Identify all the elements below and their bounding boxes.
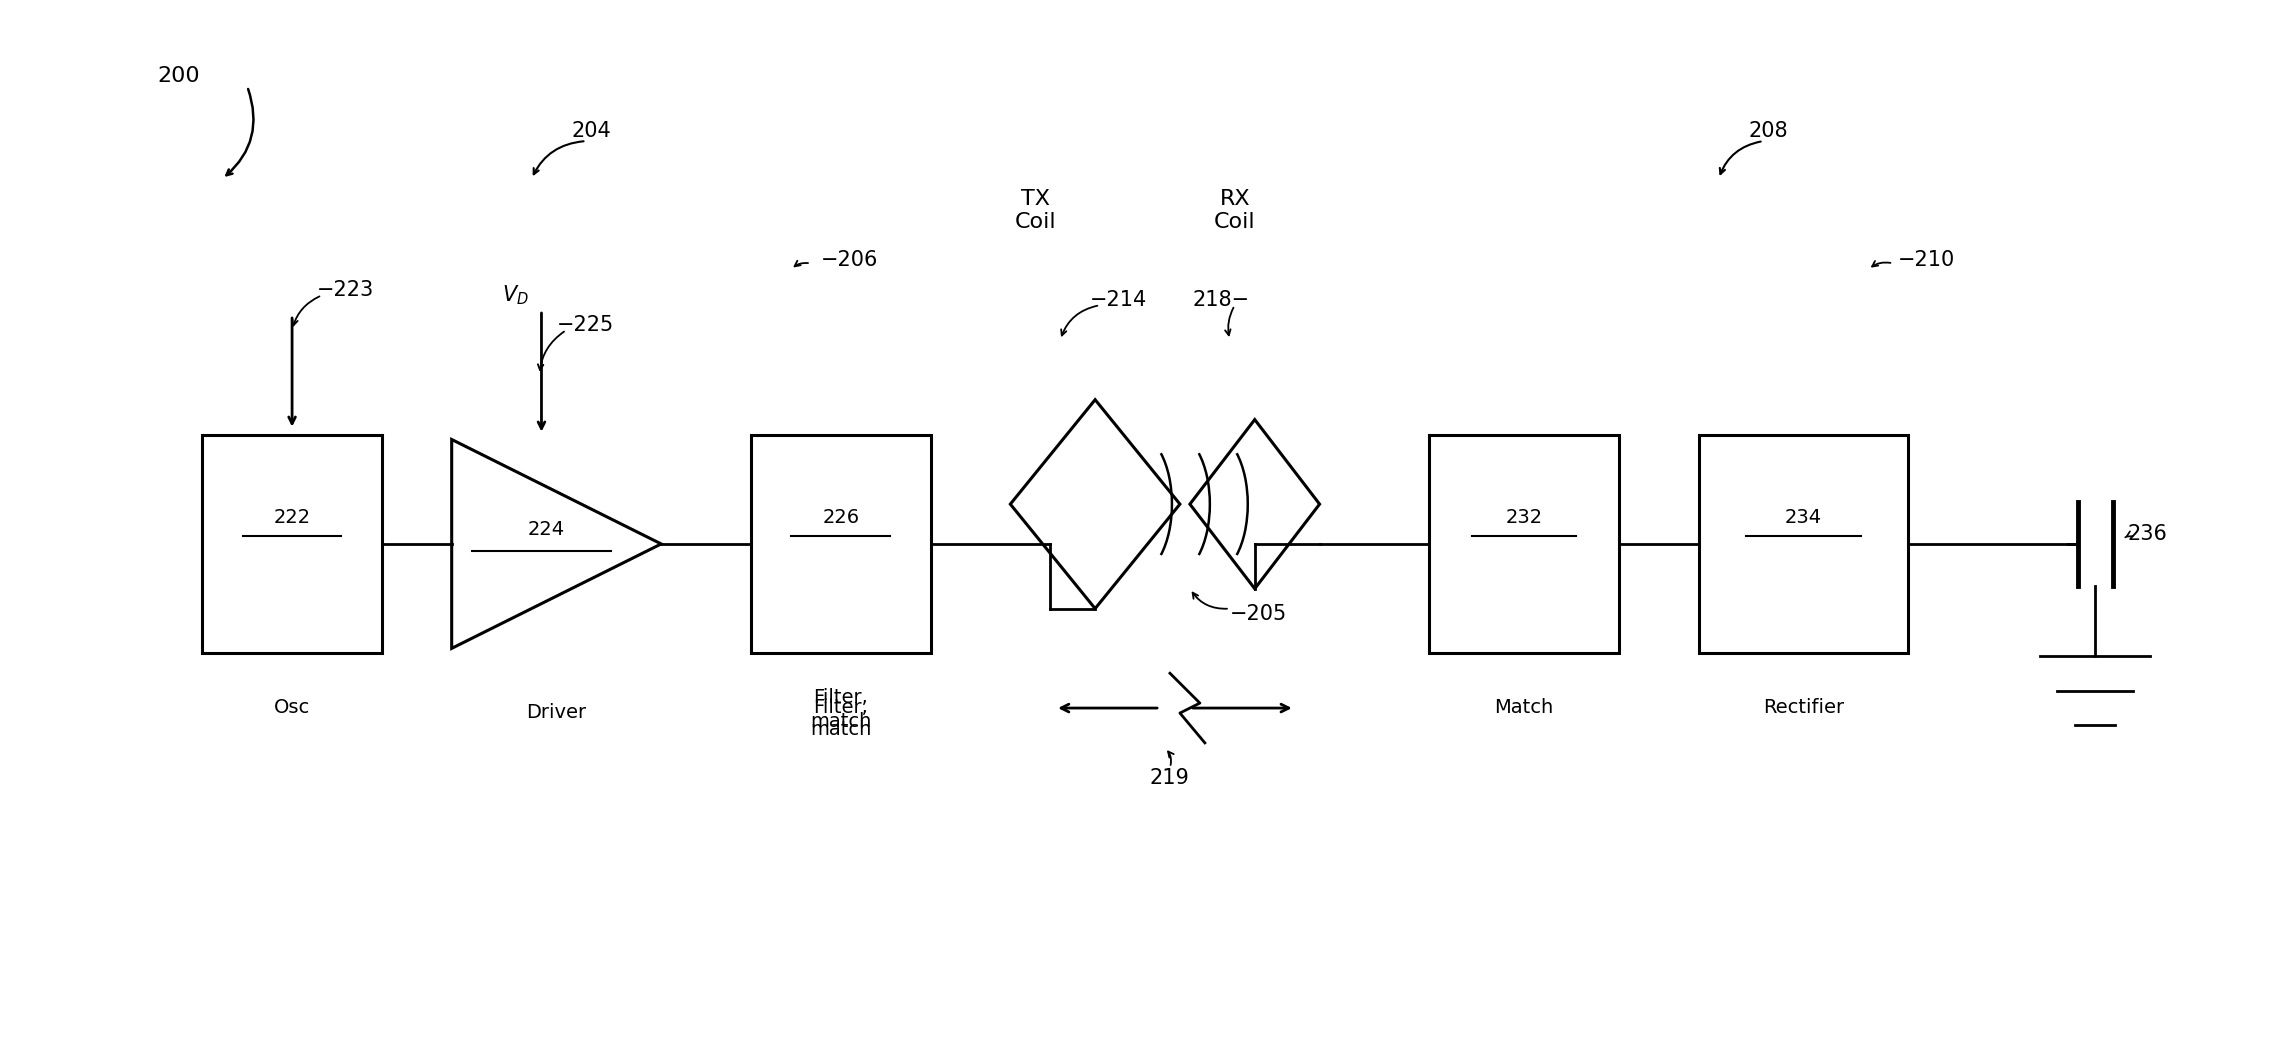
Bar (750, 434, 931, 653)
Text: −205: −205 (1230, 604, 1287, 624)
Text: 232: 232 (1505, 508, 1542, 527)
Text: 222: 222 (273, 508, 310, 527)
Text: −214: −214 (1090, 290, 1147, 310)
Text: −223: −223 (317, 281, 374, 301)
Text: 226: 226 (821, 508, 860, 527)
Text: TX
Coil: TX Coil (1014, 190, 1055, 232)
Text: 224: 224 (528, 520, 564, 539)
Text: Osc: Osc (273, 698, 310, 717)
Bar (1429, 434, 1620, 653)
Bar (1698, 434, 1909, 653)
Text: −225: −225 (557, 316, 615, 335)
Text: 218−: 218− (1193, 290, 1250, 310)
Text: −210: −210 (1897, 250, 1954, 270)
Text: Rectifier: Rectifier (1762, 698, 1844, 717)
Text: 208: 208 (1748, 121, 1787, 141)
Text: RX
Coil: RX Coil (1214, 190, 1255, 232)
Text: Match: Match (1493, 698, 1553, 717)
Text: 236: 236 (2127, 524, 2168, 544)
Text: 219: 219 (1149, 768, 1191, 788)
Text: Filter,
match: Filter, match (810, 698, 872, 739)
Bar (202, 434, 381, 653)
Text: Filter,
match: Filter, match (810, 688, 872, 731)
Text: 234: 234 (1785, 508, 1821, 527)
Text: −206: −206 (821, 250, 879, 270)
Text: $V_D$: $V_D$ (502, 284, 528, 307)
Text: Driver: Driver (525, 703, 587, 722)
Text: 204: 204 (571, 121, 610, 141)
Text: 200: 200 (158, 67, 200, 87)
